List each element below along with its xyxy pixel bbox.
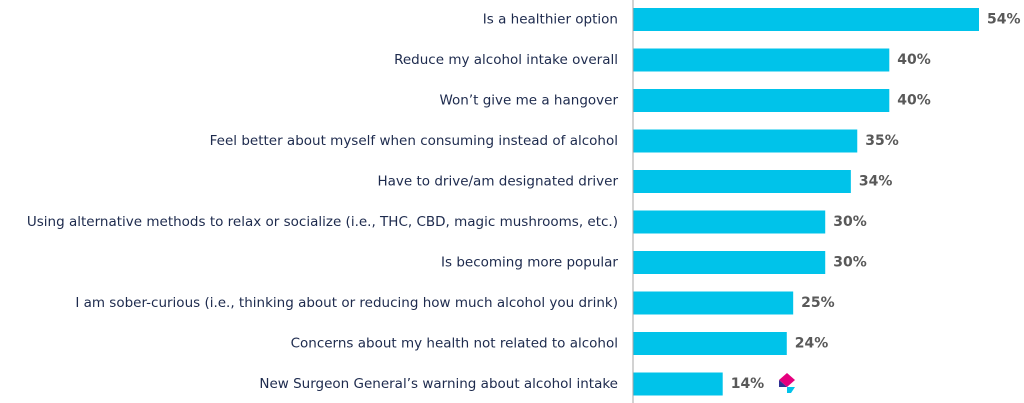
bar-9 (633, 332, 787, 355)
bar-7 (633, 251, 826, 274)
category-label-1: Is a healthier option (483, 12, 618, 28)
value-label-6: 30% (833, 214, 867, 230)
value-label-2: 40% (897, 52, 931, 68)
bars-layer (633, 8, 979, 396)
category-label-6: Using alternative methods to relax or so… (27, 214, 618, 230)
value-label-1: 54% (987, 12, 1021, 28)
value-label-4: 35% (865, 133, 899, 149)
bar-6 (633, 210, 826, 234)
value-label-7: 30% (833, 255, 867, 271)
category-label-8: I am sober-curious (i.e., thinking about… (75, 295, 618, 311)
value-label-8: 25% (801, 295, 835, 311)
category-label-3: Won’t give me a hangover (439, 93, 618, 109)
category-labels: Is a healthier option Reduce my alcohol i… (27, 12, 619, 393)
value-label-10: 14% (731, 376, 765, 392)
bar-2 (633, 48, 890, 72)
value-label-5: 34% (859, 174, 893, 190)
value-label-3: 40% (897, 93, 931, 109)
category-label-4: Feel better about myself when consuming … (210, 133, 618, 149)
bar-5 (633, 170, 851, 193)
bar-4 (633, 129, 858, 153)
bar-3 (633, 89, 890, 112)
category-label-7: Is becoming more popular (441, 255, 618, 271)
bar-8 (633, 291, 794, 315)
category-label-2: Reduce my alcohol intake overall (394, 52, 618, 68)
category-label-5: Have to drive/am designated driver (377, 174, 618, 190)
category-label-10: New Surgeon General’s warning about alco… (259, 376, 618, 392)
bar-1 (633, 8, 979, 31)
value-label-9: 24% (795, 336, 829, 352)
value-labels: 54% 40% 40% 35% 34% 30% 30% 25% 24% 14% (731, 12, 1021, 393)
flag-logo-icon (779, 373, 795, 393)
category-label-9: Concerns about my health not related to … (291, 336, 618, 352)
bar-10 (633, 372, 723, 396)
